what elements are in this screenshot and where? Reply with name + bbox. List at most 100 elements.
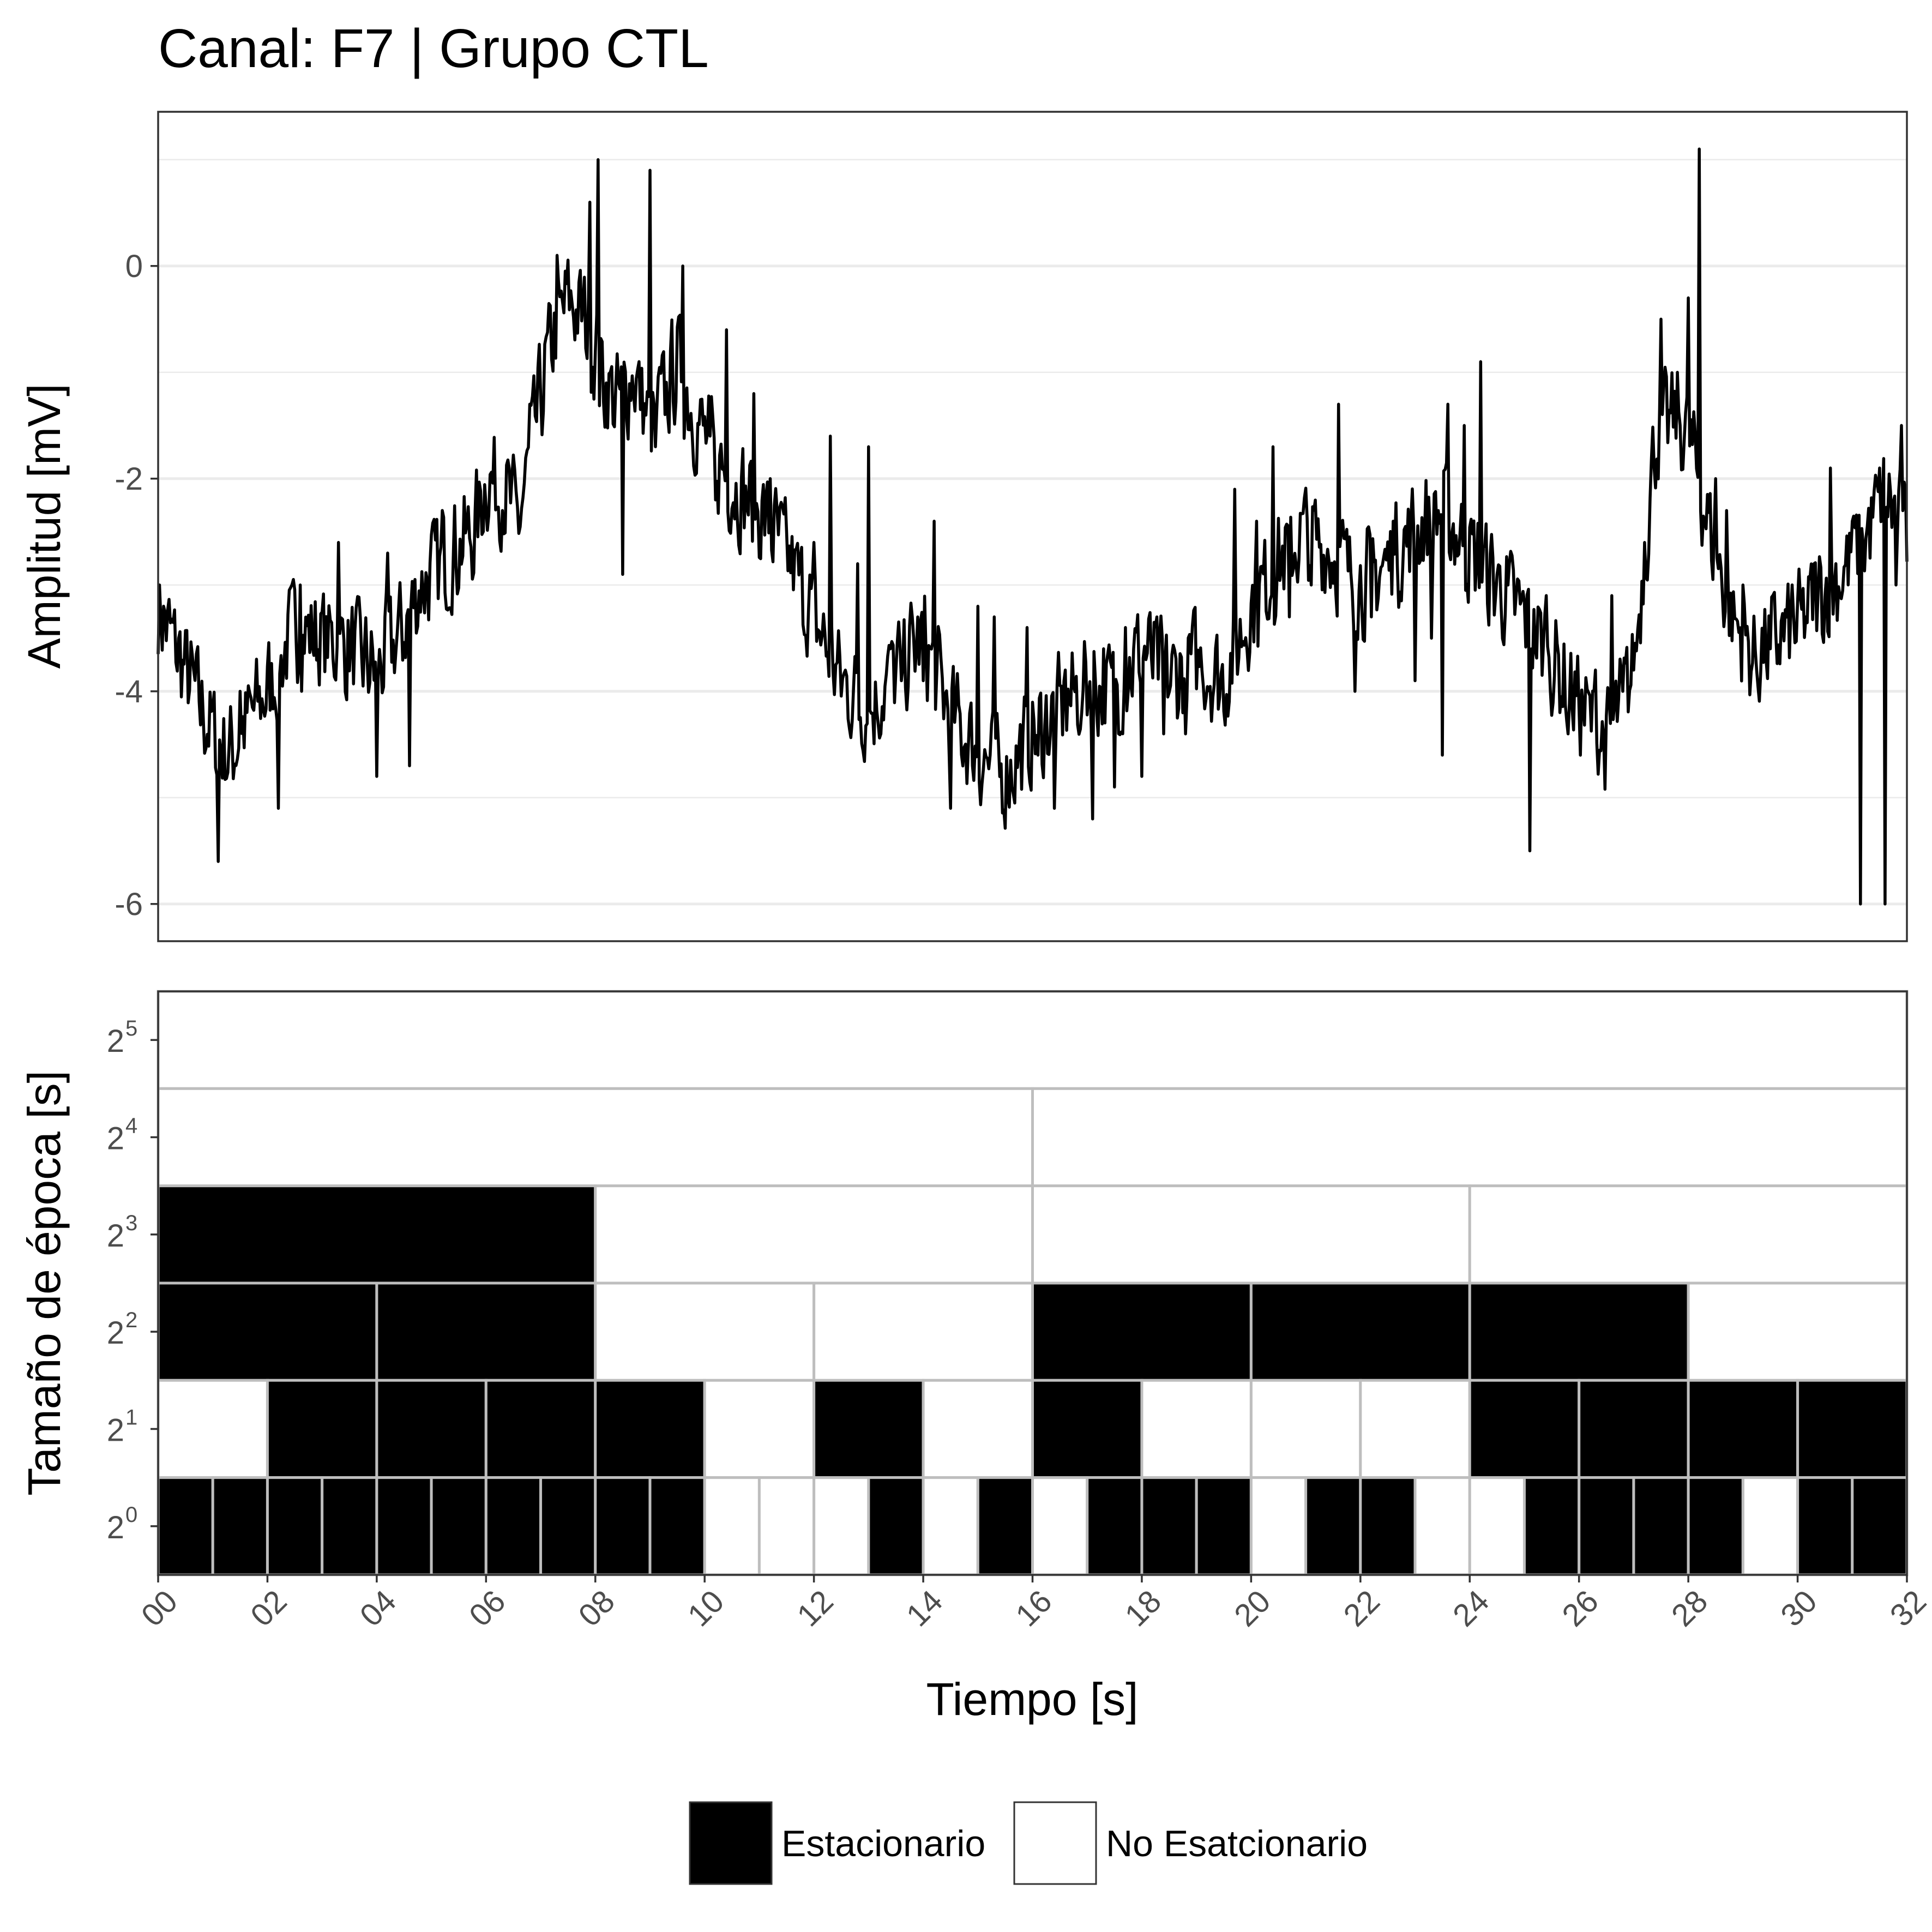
epoch-tile <box>1741 1476 1799 1576</box>
epoch-tile <box>1031 1087 1909 1188</box>
signal-gridlines <box>158 159 1907 906</box>
epoch-tile <box>1796 1476 1854 1576</box>
x-tick-label: 10 <box>681 1584 731 1634</box>
epoch-tile <box>1031 1476 1089 1576</box>
legend-label: No Esatcionario <box>1106 1823 1368 1864</box>
epoch-tile <box>484 1476 543 1576</box>
epoch-tile <box>1140 1379 1253 1479</box>
epoch-tile <box>1140 1476 1198 1576</box>
epoch-tile <box>375 1476 433 1576</box>
chart-title: Canal: F7 | Grupo CTL <box>158 18 709 79</box>
signal-panel: 0 -2 -4 -6 Amplitud [mV] <box>19 111 1909 942</box>
epoch-size-exponent: 1 <box>125 1406 137 1430</box>
stationarity-tiles <box>157 990 1909 1576</box>
x-tick-label: 30 <box>1774 1584 1824 1634</box>
epoch-tile <box>812 1281 1034 1382</box>
signal-panel-border <box>157 111 1908 942</box>
signal-y-axis-title: Amplitud [mV] <box>19 384 70 669</box>
epoch-tile <box>976 1476 1034 1576</box>
epoch-tile <box>211 1476 269 1576</box>
epoch-size-exponent: 0 <box>125 1503 137 1527</box>
epoch-tile <box>157 1379 269 1479</box>
x-tick-label: 04 <box>353 1584 403 1634</box>
epoch-tile <box>375 1281 597 1382</box>
epoch-tile <box>812 1379 925 1479</box>
epoch-tile <box>922 1476 979 1576</box>
epoch-tile <box>484 1379 597 1479</box>
epoch-tile <box>1796 1379 1909 1479</box>
legend-key <box>689 1801 773 1885</box>
epoch-size-exponent: 3 <box>125 1211 137 1235</box>
epoch-tile <box>922 1379 1034 1479</box>
epoch-tile <box>321 1476 378 1576</box>
epoch-size-label: 2 <box>107 1218 124 1254</box>
x-tick-label: 20 <box>1227 1584 1278 1634</box>
epoch-tile <box>648 1476 706 1576</box>
stationarity-y-ticks: 2 52 42 32 22 12 0 <box>107 1016 158 1545</box>
legend-label: Estacionario <box>781 1823 985 1864</box>
epoch-tile <box>1687 1476 1744 1576</box>
epoch-tile <box>1031 1184 1471 1285</box>
epoch-tile <box>1249 1281 1471 1382</box>
epoch-tile <box>1086 1476 1143 1576</box>
epoch-tile <box>594 1281 816 1382</box>
time-x-axis-title: Tiempo [s] <box>926 1674 1139 1725</box>
epoch-tile <box>1249 1476 1308 1576</box>
epoch-tile <box>266 1379 378 1479</box>
epoch-size-exponent: 4 <box>125 1114 137 1138</box>
x-tick-label: 32 <box>1883 1584 1932 1634</box>
epoch-tile <box>1195 1476 1253 1576</box>
legend: Estacionario No Esatcionario <box>689 1801 1368 1885</box>
epoch-tile <box>1468 1379 1581 1479</box>
epoch-tile <box>812 1476 870 1576</box>
x-tick-label: 06 <box>462 1584 513 1634</box>
epoch-tile <box>703 1379 816 1479</box>
epoch-size-exponent: 5 <box>125 1016 137 1040</box>
epoch-tile <box>1031 1379 1143 1479</box>
epoch-tile <box>594 1476 652 1576</box>
epoch-tile <box>1468 1281 1690 1382</box>
y-tick-label: 0 <box>125 249 143 284</box>
epoch-tile <box>266 1476 324 1576</box>
y-tick-label: -2 <box>115 461 143 497</box>
x-tick-label: 22 <box>1337 1584 1387 1634</box>
epoch-tile <box>1413 1476 1471 1576</box>
epoch-tile <box>1687 1281 1909 1382</box>
epoch-tile <box>757 1476 816 1576</box>
epoch-tile <box>157 1281 378 1382</box>
epoch-size-label: 2 <box>107 1121 124 1157</box>
epoch-tile <box>867 1476 925 1576</box>
epoch-tile <box>1359 1379 1471 1479</box>
epoch-tile <box>1359 1476 1417 1576</box>
epoch-tile <box>157 1184 597 1285</box>
x-tick-label: 00 <box>135 1584 185 1634</box>
epoch-tile <box>594 1184 1034 1285</box>
x-tick-label: 12 <box>790 1584 840 1634</box>
epoch-tile <box>157 1476 214 1576</box>
epoch-size-label: 2 <box>107 1024 124 1059</box>
time-x-ticks: 00 02 04 06 08 10 12 14 16 18 20 22 24 26 28 30 32 <box>135 1575 1932 1633</box>
epoch-tile <box>1522 1476 1581 1576</box>
signal-line <box>157 147 1909 906</box>
epoch-tile <box>1578 1476 1635 1576</box>
x-tick-label: 24 <box>1446 1584 1496 1634</box>
epoch-tile <box>703 1476 761 1576</box>
x-tick-label: 18 <box>1118 1584 1169 1634</box>
epoch-tile <box>430 1476 487 1576</box>
x-tick-label: 16 <box>1009 1584 1059 1634</box>
stationarity-panel: 2 52 42 32 22 12 0 00 02 04 06 08 10 12 14 16 18 20 22 24 2… <box>19 990 1932 1725</box>
epoch-tile <box>1468 1184 1909 1285</box>
signal-y-ticks: 0 -2 -4 -6 <box>115 249 158 922</box>
epoch-size-label: 2 <box>107 1510 124 1545</box>
x-tick-label: 02 <box>244 1584 294 1634</box>
epoch-tile <box>1304 1476 1362 1576</box>
epoch-tile <box>375 1379 487 1479</box>
y-tick-label: -6 <box>115 887 143 922</box>
y-tick-label: -4 <box>115 674 143 709</box>
x-tick-label: 28 <box>1665 1584 1715 1634</box>
epoch-tile <box>157 1087 1034 1188</box>
epoch-size-label: 2 <box>107 1315 124 1351</box>
epoch-size-exponent: 2 <box>125 1308 137 1332</box>
epoch-tile <box>1031 1281 1253 1382</box>
